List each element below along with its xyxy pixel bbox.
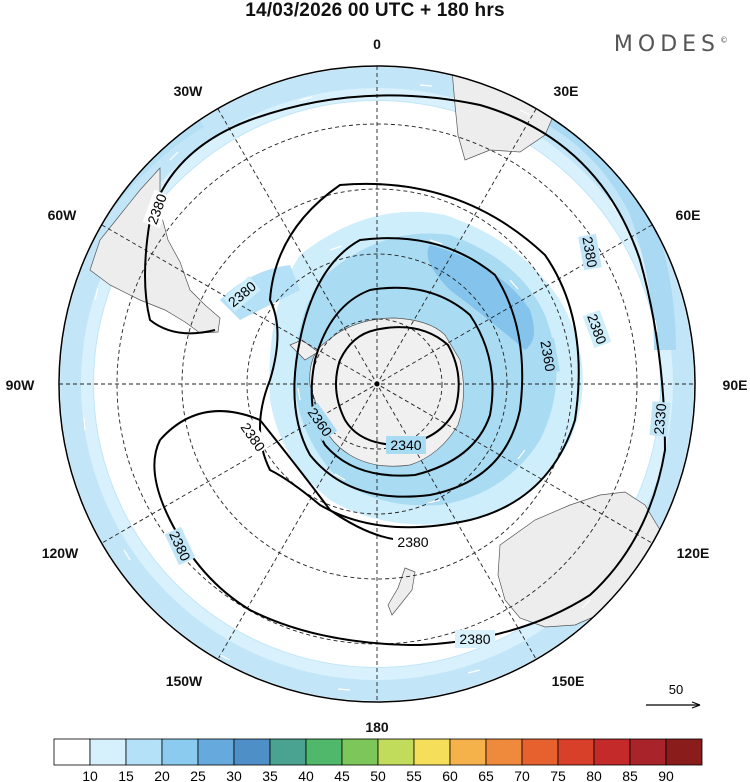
colorbar-swatch	[341, 738, 379, 766]
colorbar-swatch	[197, 738, 235, 766]
lon-label-120w: 120W	[42, 545, 79, 561]
colorbar-swatch	[89, 738, 127, 766]
lon-label-30e: 30E	[554, 83, 579, 99]
svg-text:2380: 2380	[397, 534, 428, 550]
contour-2380-inner	[259, 182, 580, 529]
longitude-labels: 0 30E 60E 90E 120E 150E 180 150W 120W 90…	[6, 36, 748, 735]
colorbar-label: 70	[514, 768, 530, 782]
map-frame	[58, 65, 696, 703]
lon-label-150e: 150E	[552, 673, 585, 689]
lon-label-0: 0	[373, 36, 381, 52]
colorbar-label: 60	[442, 768, 458, 782]
colorbar-swatch	[629, 738, 667, 766]
colorbar-label: 55	[406, 768, 422, 782]
modes-logo: MODES©	[613, 32, 728, 57]
contour-2360b	[293, 237, 524, 498]
svg-text:2380: 2380	[459, 631, 490, 647]
lon-label-60w: 60W	[48, 207, 78, 223]
contour-labels: 2380 2380 2380 2380 2380 2380 2380 2360 …	[142, 189, 671, 648]
colorbar-swatch	[449, 738, 487, 766]
colorbar-swatch	[161, 738, 199, 766]
colorbar-swatch	[269, 738, 307, 766]
lon-label-180: 180	[365, 719, 389, 735]
colorbar-label: 45	[334, 768, 350, 782]
colorbar-swatch	[233, 738, 271, 766]
colorbar-swatch	[557, 738, 595, 766]
svg-text:2380: 2380	[579, 235, 600, 269]
colorbar-swatch	[521, 738, 559, 766]
height-contours	[144, 94, 667, 647]
colorbar-label: 85	[622, 768, 638, 782]
lon-label-90w: 90W	[6, 377, 36, 393]
colorbar-label: 30	[226, 768, 242, 782]
colorbar-label: 25	[190, 768, 206, 782]
pole-marker	[374, 381, 380, 387]
colorbar-label: 80	[586, 768, 602, 782]
colorbar-label: 90	[658, 768, 674, 782]
contour-2360a	[310, 286, 494, 477]
lon-label-90e: 90E	[723, 377, 748, 393]
lon-label-150w: 150W	[166, 673, 203, 689]
colorbar-swatch	[53, 738, 91, 766]
colorbar-swatch	[377, 738, 415, 766]
colorbar-swatch	[125, 738, 163, 766]
colorbar-label: 15	[118, 768, 134, 782]
colorbar-label: 65	[478, 768, 494, 782]
lon-label-120e: 120E	[677, 545, 710, 561]
colorbar-swatch	[665, 738, 703, 766]
colorbar-swatch	[593, 738, 631, 766]
colorbar-label: 35	[262, 768, 278, 782]
colorbar-label: 50	[370, 768, 386, 782]
south-america-land	[89, 167, 221, 334]
colorbar-label: 40	[298, 768, 314, 782]
colorbar-swatch	[413, 738, 451, 766]
lon-label-30w: 30W	[174, 83, 204, 99]
svg-text:2340: 2340	[390, 437, 421, 453]
colorbar: 10 15 20 25 30 35 40 45 50 55 60 65 70 75 80 85 90	[53, 738, 703, 782]
colorbar-label: 10	[82, 768, 98, 782]
lon-label-60e: 60E	[676, 207, 701, 223]
svg-text:2330: 2330	[651, 403, 670, 436]
colorbar-label: 75	[550, 768, 566, 782]
colorbar-label: 20	[154, 768, 170, 782]
colorbar-swatch	[305, 738, 343, 766]
svg-text:50: 50	[669, 682, 683, 697]
svg-text:2360: 2360	[537, 339, 558, 373]
colorbar-swatch	[485, 738, 523, 766]
reference-vector: 50	[646, 682, 701, 709]
map-title: 14/03/2026 00 UTC + 180 hrs	[245, 0, 505, 21]
